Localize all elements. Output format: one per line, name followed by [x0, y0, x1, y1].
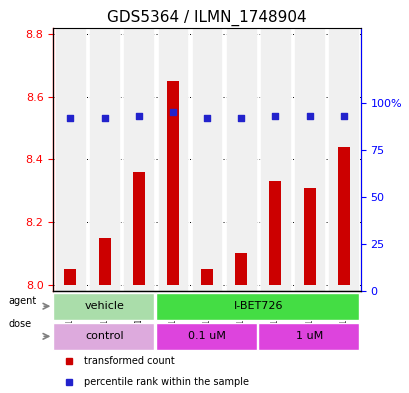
FancyBboxPatch shape [55, 28, 85, 292]
Point [101, 115, 108, 121]
Text: GSM1148628: GSM1148628 [100, 292, 109, 347]
Point [135, 113, 142, 119]
Text: I-BET726: I-BET726 [233, 301, 282, 311]
Point [203, 115, 210, 121]
Bar [200, 269, 213, 285]
Bar [98, 238, 110, 285]
FancyBboxPatch shape [225, 28, 256, 292]
FancyBboxPatch shape [328, 28, 358, 292]
Bar [337, 147, 349, 285]
FancyBboxPatch shape [259, 28, 290, 292]
Bar [303, 187, 315, 285]
Text: GSM1148635: GSM1148635 [338, 292, 347, 347]
FancyBboxPatch shape [157, 28, 188, 292]
Bar [235, 253, 247, 285]
Text: 0.1 uM: 0.1 uM [188, 331, 225, 342]
FancyBboxPatch shape [53, 323, 154, 350]
Text: control: control [85, 331, 124, 342]
Text: dose: dose [8, 319, 31, 329]
FancyBboxPatch shape [123, 28, 154, 292]
Text: transformed count: transformed count [84, 356, 174, 366]
FancyBboxPatch shape [155, 293, 358, 320]
Text: percentile rank within the sample: percentile rank within the sample [84, 376, 248, 387]
Point [67, 115, 74, 121]
Point [272, 113, 278, 119]
Title: GDS5364 / ILMN_1748904: GDS5364 / ILMN_1748904 [107, 10, 306, 26]
FancyBboxPatch shape [191, 28, 222, 292]
Point [237, 115, 244, 121]
Text: agent: agent [8, 296, 36, 306]
Text: GSM1148630: GSM1148630 [168, 292, 177, 347]
Point [339, 113, 346, 119]
FancyBboxPatch shape [258, 323, 358, 350]
Text: GSM1148631: GSM1148631 [202, 292, 211, 347]
Bar [166, 81, 178, 285]
FancyBboxPatch shape [155, 323, 256, 350]
Point [169, 109, 176, 116]
Text: GSM1148632: GSM1148632 [236, 292, 245, 347]
Bar [269, 181, 281, 285]
FancyBboxPatch shape [53, 293, 154, 320]
Point [306, 113, 312, 119]
Bar [64, 269, 76, 285]
FancyBboxPatch shape [294, 28, 324, 292]
Text: GSM1148629: GSM1148629 [134, 292, 143, 347]
Text: GSM1148633: GSM1148633 [270, 292, 279, 348]
Text: GSM1148634: GSM1148634 [304, 292, 313, 347]
Text: 1 uM: 1 uM [295, 331, 322, 342]
Text: vehicle: vehicle [84, 301, 124, 311]
Text: GSM1148627: GSM1148627 [66, 292, 75, 347]
Bar [133, 172, 144, 285]
FancyBboxPatch shape [89, 28, 120, 292]
